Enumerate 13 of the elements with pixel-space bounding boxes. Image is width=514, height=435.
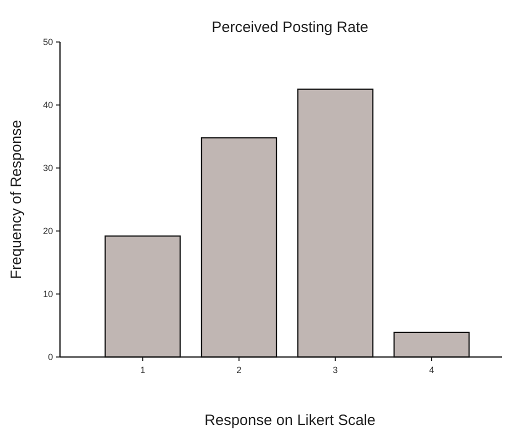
y-tick-label: 50	[42, 37, 53, 48]
x-tick-label: 1	[140, 365, 146, 375]
y-tick-label: 10	[42, 289, 53, 300]
y-tick-label: 40	[42, 100, 53, 110]
y-axis-title: Frequency of Response	[8, 120, 25, 280]
y-tick-label: 30	[42, 163, 53, 174]
x-tick-label: 4	[429, 365, 434, 375]
chart-title: Perceived Posting Rate	[212, 19, 368, 36]
y-tick-label: 0	[48, 352, 53, 362]
x-tick-label: 2	[236, 365, 242, 375]
y-tick-label: 20	[42, 226, 53, 236]
x-tick-label: 3	[332, 365, 338, 375]
x-axis-title: Response on Likert Scale	[204, 412, 376, 429]
